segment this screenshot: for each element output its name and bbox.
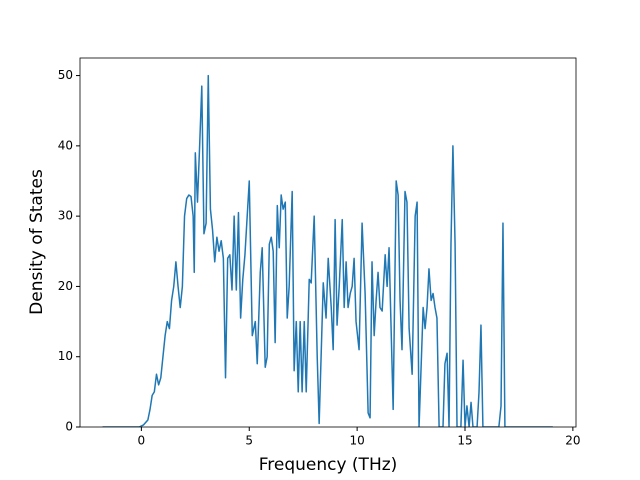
y-tick-label: 30 bbox=[58, 209, 73, 223]
plot-frame bbox=[79, 57, 577, 428]
y-tick-label: 10 bbox=[58, 349, 73, 363]
x-tick-label: 20 bbox=[565, 434, 580, 448]
x-tick-label: 5 bbox=[245, 434, 253, 448]
x-tick-label: 10 bbox=[349, 434, 364, 448]
y-tick-label: 0 bbox=[65, 420, 73, 434]
y-tick-label: 50 bbox=[58, 68, 73, 82]
line bbox=[102, 74, 553, 427]
x-axis-label: Frequency (THz) bbox=[259, 455, 398, 475]
y-tick-label: 40 bbox=[58, 138, 73, 152]
x-tick-label: 15 bbox=[457, 434, 472, 448]
y-axis-label: Density of States bbox=[27, 169, 47, 315]
y-tick-label: 20 bbox=[58, 279, 73, 293]
x-tick-label: 0 bbox=[138, 434, 146, 448]
